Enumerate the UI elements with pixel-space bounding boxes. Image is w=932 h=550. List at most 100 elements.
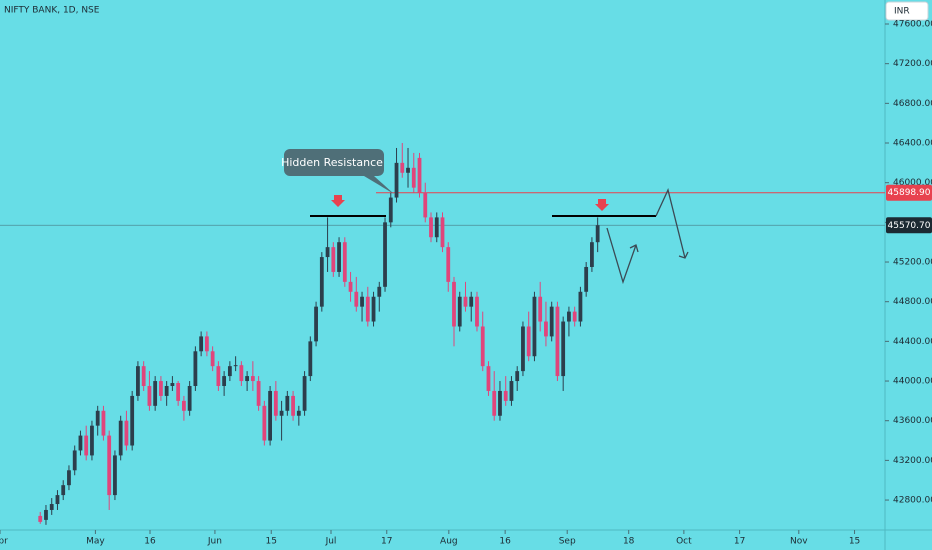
y-tick-label: 46800.00 bbox=[893, 99, 932, 109]
candle-body bbox=[509, 381, 514, 401]
candle-body bbox=[164, 385, 169, 396]
x-tick-label: Aug bbox=[440, 537, 458, 547]
candle-body bbox=[273, 390, 278, 416]
candle-body bbox=[107, 435, 112, 496]
candle-body bbox=[262, 405, 267, 441]
y-tick-label: 44000.00 bbox=[893, 377, 932, 387]
x-tick-label: 16 bbox=[499, 537, 511, 547]
price-tag bbox=[886, 184, 932, 201]
candle-body bbox=[549, 306, 554, 337]
candle-body bbox=[354, 291, 359, 307]
x-tick-label: 17 bbox=[381, 537, 392, 547]
price-tag bbox=[886, 217, 932, 234]
candle-body bbox=[296, 410, 301, 416]
candle-body bbox=[187, 385, 192, 411]
candle-body bbox=[532, 296, 537, 357]
candle-body bbox=[84, 435, 89, 456]
x-tick-label: 15 bbox=[849, 537, 860, 547]
candle-body bbox=[388, 197, 393, 223]
candle-body bbox=[302, 376, 307, 411]
candle-body bbox=[170, 383, 175, 386]
projection-arrow bbox=[655, 188, 689, 259]
candle-body bbox=[308, 341, 313, 377]
x-tick-label: May bbox=[86, 537, 105, 547]
x-tick-label: 16 bbox=[144, 537, 156, 547]
candle-body bbox=[463, 296, 468, 307]
candle-body bbox=[67, 470, 71, 486]
y-tick-label: 42800.00 bbox=[893, 496, 932, 506]
candle-body bbox=[181, 400, 186, 411]
candle-body bbox=[319, 257, 324, 307]
y-tick-label: 46400.00 bbox=[893, 139, 932, 149]
y-tick-label: 45200.00 bbox=[893, 258, 932, 268]
candle-body bbox=[555, 306, 560, 377]
candle-body bbox=[136, 366, 140, 396]
candle-body bbox=[486, 366, 491, 391]
candle-body bbox=[377, 286, 382, 297]
candle-body bbox=[480, 326, 485, 367]
candle-body bbox=[199, 336, 204, 352]
y-tick-label: 46000.00 bbox=[893, 178, 932, 188]
x-tick-label: Nov bbox=[790, 537, 808, 547]
price-tag-label: 45898.90 bbox=[888, 188, 931, 198]
x-tick-label: 15 bbox=[266, 537, 277, 547]
currency-box[interactable] bbox=[885, 1, 929, 21]
red-arrow bbox=[595, 199, 609, 211]
y-tick-label: 44800.00 bbox=[893, 297, 932, 307]
red-arrow bbox=[331, 195, 345, 207]
candle-body bbox=[325, 247, 330, 258]
candle-body bbox=[256, 381, 261, 406]
candle-body bbox=[515, 371, 520, 382]
drawings: Hidden Resistance bbox=[281, 149, 689, 285]
candle-body bbox=[446, 247, 451, 282]
candle-body bbox=[268, 390, 272, 441]
callout bbox=[284, 149, 394, 194]
projection-arrow bbox=[606, 227, 639, 285]
candle-body bbox=[371, 296, 376, 322]
x-tick-label: 17 bbox=[734, 537, 745, 547]
price-tag-label: 45570.70 bbox=[888, 221, 931, 231]
candle-body bbox=[176, 383, 181, 401]
candle-body bbox=[452, 281, 456, 327]
x-tick-label: Jun bbox=[207, 537, 222, 547]
candle-body bbox=[101, 410, 106, 436]
y-tick-label: 44400.00 bbox=[893, 337, 932, 347]
chart-title: NIFTY BANK, 1D, NSE bbox=[4, 6, 100, 16]
candle-body bbox=[475, 296, 479, 327]
candle-body bbox=[538, 296, 543, 322]
candle-body bbox=[331, 247, 336, 272]
x-tick-label: Apr bbox=[0, 537, 8, 547]
candle-body bbox=[216, 366, 221, 386]
candle-body bbox=[394, 162, 399, 198]
candle-body bbox=[383, 222, 387, 287]
candle-body bbox=[457, 296, 462, 327]
candle-body bbox=[72, 450, 77, 471]
candle-body bbox=[561, 321, 566, 377]
candle-body bbox=[360, 296, 364, 307]
annotation: Hidden Resistance bbox=[281, 156, 383, 169]
candle-body bbox=[314, 306, 318, 342]
candle-body bbox=[227, 366, 232, 377]
y-tick-label: 43200.00 bbox=[893, 456, 932, 466]
candle-body bbox=[590, 242, 594, 267]
candle-body bbox=[342, 242, 347, 282]
candle-body bbox=[584, 266, 589, 292]
candle-body bbox=[440, 217, 445, 248]
candle-body bbox=[567, 311, 571, 322]
x-tick-label: Sep bbox=[559, 537, 576, 547]
candle-body bbox=[279, 410, 284, 416]
candle-body bbox=[503, 390, 508, 401]
candle-body bbox=[572, 311, 577, 322]
candle-body bbox=[147, 385, 152, 406]
candle-body bbox=[417, 157, 422, 193]
candle-body bbox=[285, 395, 290, 411]
candle-body bbox=[233, 365, 238, 367]
candle-body bbox=[544, 321, 548, 337]
candle-body bbox=[423, 192, 428, 218]
candle-body bbox=[245, 376, 250, 382]
candle-body bbox=[222, 376, 227, 386]
currency[interactable]: INR bbox=[894, 7, 910, 17]
candle-body bbox=[95, 410, 100, 426]
